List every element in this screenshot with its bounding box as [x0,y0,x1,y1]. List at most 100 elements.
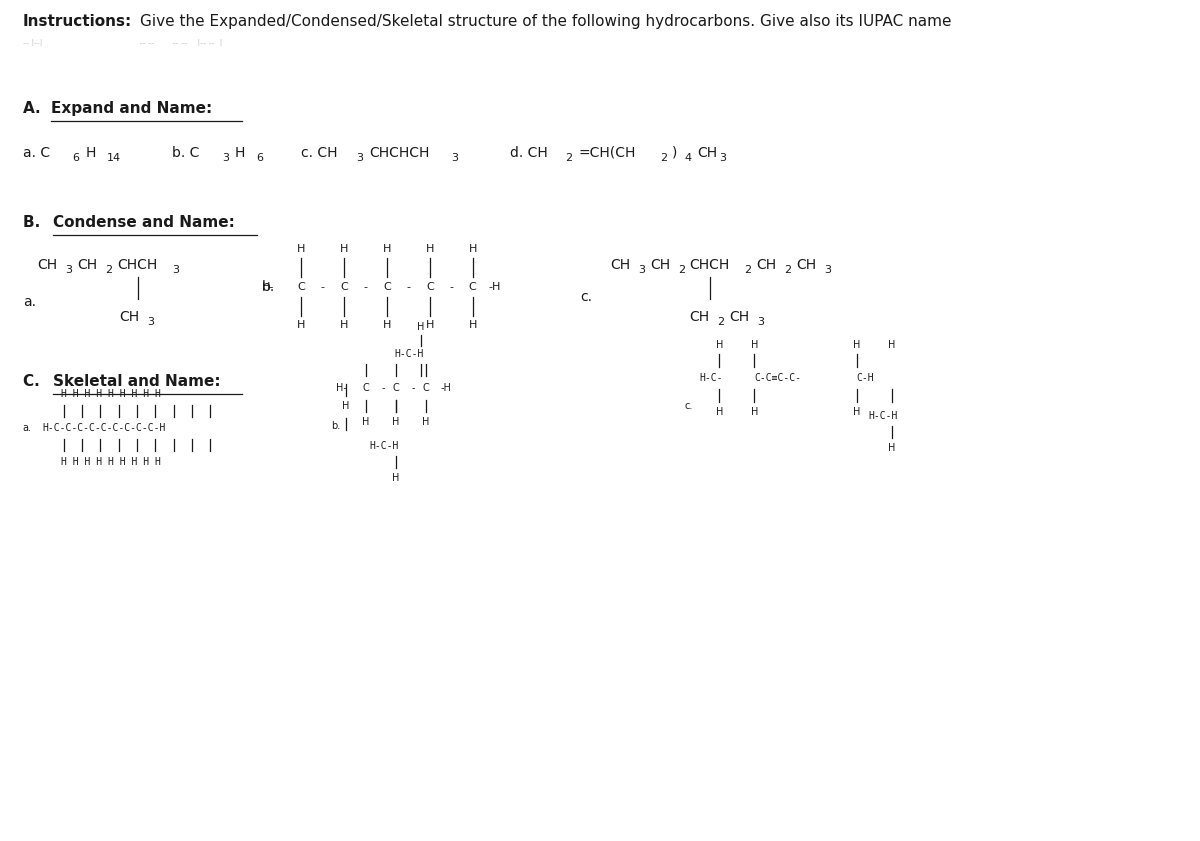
Text: -: - [364,282,367,292]
Text: C: C [422,383,430,394]
Text: -: - [449,282,454,292]
Text: b. C: b. C [172,145,199,160]
Text: CH: CH [649,258,670,272]
Text: H: H [342,401,350,411]
Text: H: H [298,244,306,254]
Text: 2: 2 [744,266,751,276]
Text: 6: 6 [257,153,264,163]
Text: H: H [853,340,860,350]
Text: d. CH: d. CH [510,145,548,160]
Text: H: H [853,407,860,417]
Text: H-C-H: H-C-H [394,350,424,359]
Text: H-: H- [262,282,274,292]
Text: CH: CH [78,258,97,272]
Text: H-C-H: H-C-H [370,441,398,451]
Text: C: C [469,282,476,292]
Text: 6: 6 [72,153,79,163]
Text: 4: 4 [685,153,691,163]
Text: H H H H H H H H H: H H H H H H H H H [60,457,161,467]
Text: H-C-: H-C- [700,373,724,383]
Text: H: H [362,417,370,427]
Text: b.: b. [331,421,341,431]
Text: H: H [422,417,430,427]
Text: 3: 3 [356,153,364,163]
Text: a. C: a. C [23,145,50,160]
Text: 3: 3 [757,317,764,327]
Text: 3: 3 [172,266,179,276]
Text: CHCHCH: CHCHCH [370,145,430,160]
Text: Give the Expanded/Condensed/Skeletal structure of the following hydrocarbons. Gi: Give the Expanded/Condensed/Skeletal str… [140,14,952,29]
Text: H: H [383,320,391,330]
Text: a.: a. [23,423,31,433]
Text: ): ) [672,145,677,160]
Text: b.: b. [262,280,275,294]
Text: CH: CH [690,309,709,324]
Text: H: H [750,340,758,350]
Text: 2: 2 [678,266,685,276]
Text: 3: 3 [451,153,457,163]
Text: 3: 3 [824,266,830,276]
Text: H: H [418,321,425,331]
Text: -: - [412,383,415,394]
Text: H: H [468,244,476,254]
Text: c. CH: c. CH [301,145,338,160]
Text: CH: CH [756,258,776,272]
Text: B.: B. [23,214,46,230]
Text: A.: A. [23,101,46,115]
Text: H: H [468,320,476,330]
Text: CH: CH [119,309,139,324]
Text: H: H [888,443,895,452]
Text: CH: CH [796,258,816,272]
Text: CH: CH [697,145,718,160]
Text: H: H [392,473,400,483]
Text: H: H [298,320,306,330]
Text: 3: 3 [66,266,72,276]
Text: -: - [382,383,385,394]
Text: Instructions:: Instructions: [23,14,132,29]
Text: Skeletal and Name:: Skeletal and Name: [53,373,220,389]
Text: c.: c. [685,401,692,411]
Text: C: C [426,282,433,292]
Text: CH: CH [37,258,58,272]
Text: -: - [407,282,410,292]
Text: 2: 2 [784,266,791,276]
Text: =CH(CH: =CH(CH [578,145,636,160]
Text: H: H [392,417,400,427]
Text: H: H [426,244,434,254]
Text: 3: 3 [148,317,154,327]
Text: -H: -H [488,282,500,292]
Text: C-H: C-H [857,373,875,383]
Text: H: H [750,407,758,417]
Text: H: H [235,145,245,160]
Text: 2: 2 [106,266,113,276]
Text: C: C [298,282,305,292]
Text: -H: -H [440,383,451,394]
Text: H: H [383,244,391,254]
Text: H: H [340,320,348,330]
Text: 14: 14 [107,153,121,163]
Text: c.: c. [580,290,592,304]
Text: -: - [320,282,325,292]
Text: C: C [362,383,370,394]
Text: 3: 3 [222,153,229,163]
Text: C: C [383,282,391,292]
Text: C: C [392,383,400,394]
Text: Condense and Name:: Condense and Name: [53,214,234,230]
Text: Expand and Name:: Expand and Name: [50,101,212,115]
Text: -- l--l                                     -- --       -- --    l-- --  l: -- l--l -- -- -- -- l-- -- l [23,39,222,48]
Text: H: H [715,407,724,417]
Text: C-C≡C-C-: C-C≡C-C- [755,373,802,383]
Text: H: H [715,340,724,350]
Text: 2: 2 [718,317,725,327]
Text: 3: 3 [638,266,644,276]
Text: CHCH: CHCH [690,258,730,272]
Text: CH: CH [610,258,630,272]
Text: H: H [85,145,96,160]
Text: C: C [341,282,348,292]
Text: H-C-H: H-C-H [869,411,898,421]
Text: H: H [340,244,348,254]
Text: C.: C. [23,373,44,389]
Text: 3: 3 [720,153,726,163]
Text: H-: H- [336,383,347,394]
Text: H-C-C-C-C-C-C-C-C-C-H: H-C-C-C-C-C-C-C-C-C-H [42,423,166,433]
